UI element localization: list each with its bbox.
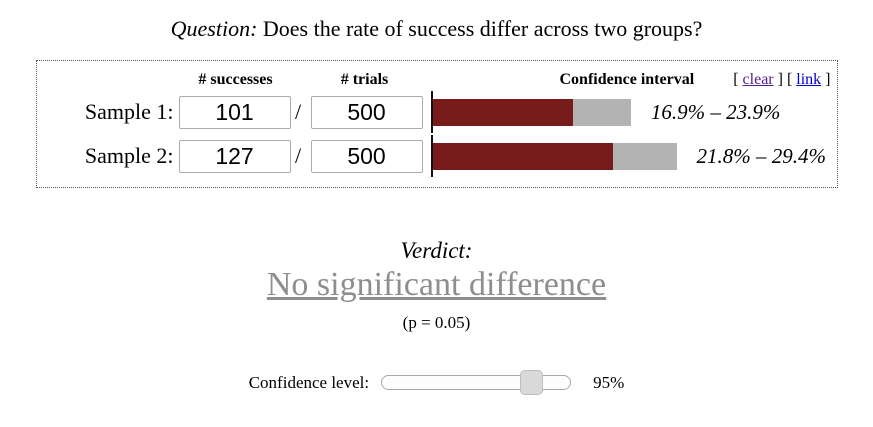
verdict-result-link[interactable]: No significant difference — [266, 266, 607, 303]
sample-1-label: Sample 1: — [84, 99, 174, 124]
sample-2-ci-range: 21.8% – 29.4% — [696, 143, 827, 168]
calculator-panel: # successes # trials Confidence interval… — [35, 60, 838, 188]
ci-bar-dark — [432, 98, 573, 126]
bracket: [ — [733, 71, 743, 88]
ci-bar-dark — [432, 142, 614, 170]
clear-link[interactable]: clear — [742, 71, 774, 88]
sample-2-label: Sample 2: — [84, 143, 174, 168]
sample-1-successes-input[interactable] — [178, 95, 291, 129]
question-prefix: Question: — [170, 16, 258, 41]
sample-2-trials-input[interactable] — [310, 139, 423, 173]
permalink-link[interactable]: link — [796, 71, 822, 88]
sample-1-trials-input[interactable] — [310, 95, 423, 129]
successes-column-header: # successes — [198, 71, 273, 88]
fraction-separator: / — [294, 99, 302, 124]
confidence-slider-thumb[interactable] — [520, 370, 544, 396]
confidence-slider-track[interactable] — [381, 370, 572, 396]
sample-row: Sample 1: / 16.9% – 23.9% — [37, 91, 837, 133]
p-value-note: (p = 0.05) — [402, 312, 471, 332]
ci-bar-cell: 16.9% – 23.9% — [430, 91, 837, 133]
question-text: Does the rate of success differ across t… — [262, 16, 703, 41]
confidence-interval-header: Confidence interval — [559, 71, 695, 88]
confidence-level-label: Confidence level: — [248, 372, 370, 392]
bracket: ] — [821, 71, 831, 88]
ci-header-area: Confidence interval [ clear ] [ link ] — [432, 71, 837, 89]
confidence-level-value: 95% — [593, 372, 625, 392]
bracket: [ — [786, 71, 797, 88]
fraction-separator: / — [294, 143, 302, 168]
verdict-heading: Verdict: — [400, 238, 473, 263]
page-title: Question: Does the rate of success diffe… — [0, 16, 873, 42]
ci-bar-gray — [572, 98, 631, 126]
panel-header-row: # successes # trials Confidence interval… — [37, 67, 837, 89]
verdict-result: No significant difference — [0, 267, 873, 303]
header-links: [ clear ] [ link ] — [733, 71, 830, 89]
ci-bar-cell: 21.8% – 29.4% — [430, 135, 837, 177]
sample-2-successes-input[interactable] — [178, 139, 291, 173]
confidence-level-row: Confidence level: 95% — [0, 370, 873, 396]
sample-row: Sample 2: / 21.8% – 29.4% — [37, 135, 837, 177]
bracket: ] — [773, 71, 787, 88]
sample-1-ci-range: 16.9% – 23.9% — [650, 99, 781, 124]
ci-bar-gray — [613, 142, 677, 170]
trials-column-header: # trials — [340, 71, 389, 88]
